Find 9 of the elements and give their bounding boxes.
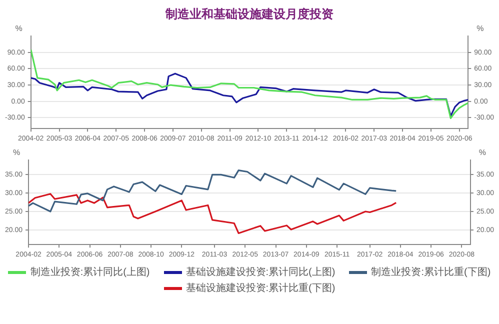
y-axis-title: % — [12, 148, 20, 157]
y2-axis-title: % — [476, 24, 484, 33]
legend-label: 基础设施建设投资:累计比重(下图) — [186, 282, 336, 295]
y2-axis-title: % — [478, 148, 486, 157]
legend-label: 制造业投资:累计比重(下图) — [371, 266, 491, 279]
legend-label: 制造业投资:累计同比(上图) — [30, 266, 150, 279]
chart-title: 制造业和基础设施建设月度投资 — [164, 6, 334, 22]
y-axis-title: % — [15, 24, 22, 33]
legend-label: 基础设施建设投资:累计同比(上图) — [186, 266, 336, 279]
